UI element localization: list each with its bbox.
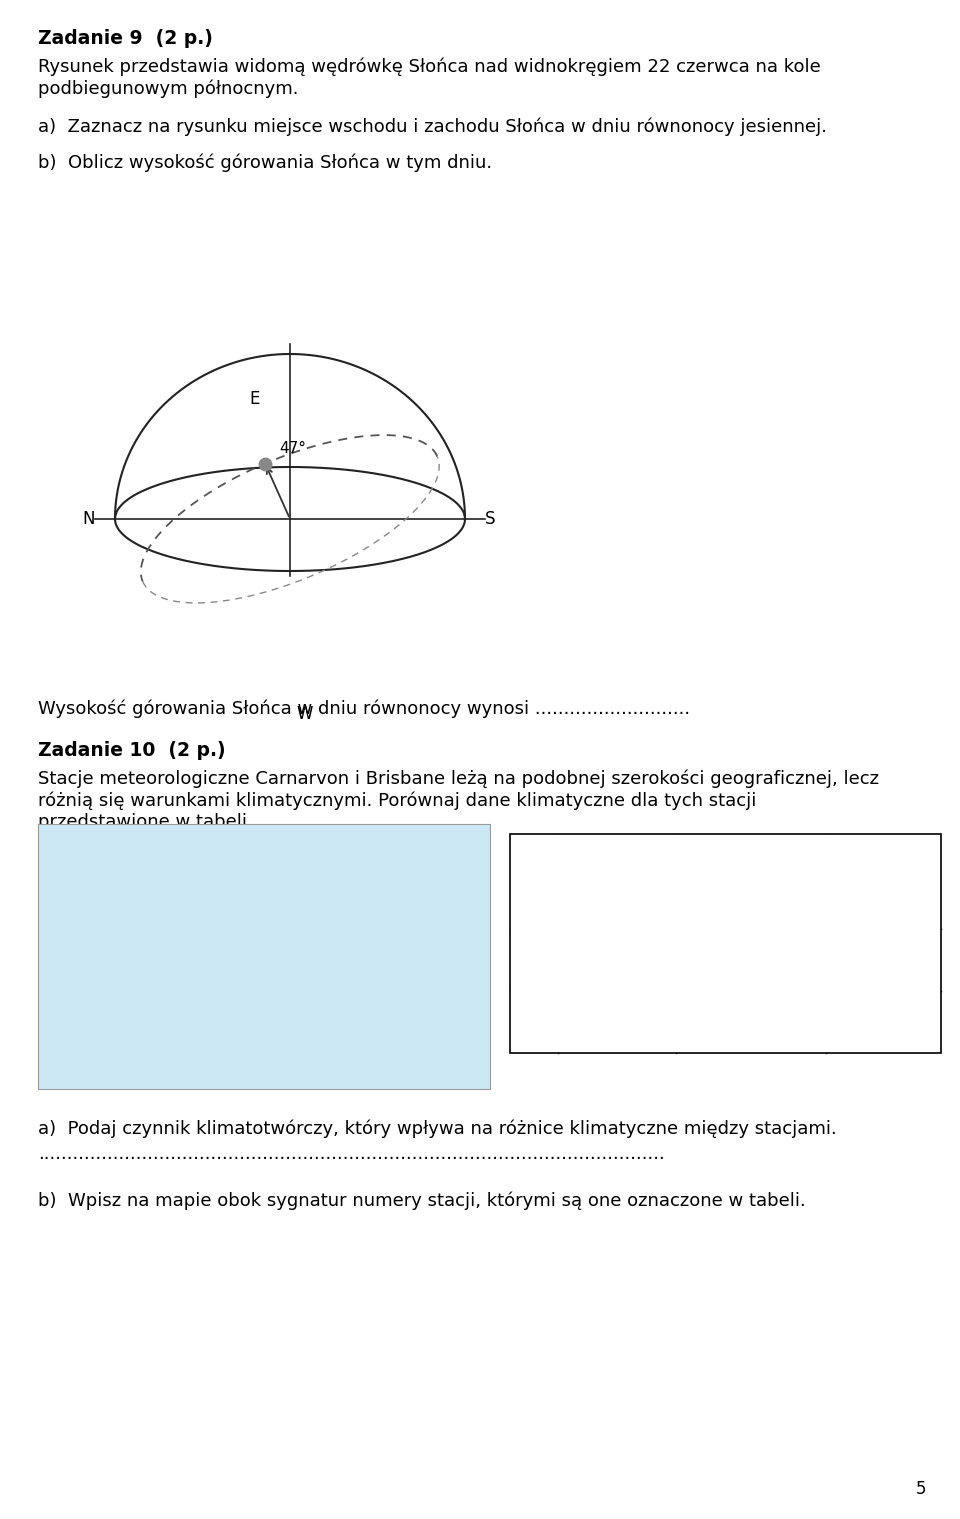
- Polygon shape: [374, 825, 419, 851]
- Text: a)  Zaznacz na rysunku miejsce wschodu i zachodu Słońca w dniu równonocy jesienn: a) Zaznacz na rysunku miejsce wschodu i …: [38, 117, 827, 135]
- Text: b)  Wpisz na mapie obok sygnatur numery stacji, którymi są one oznaczone w tabel: b) Wpisz na mapie obok sygnatur numery s…: [38, 1191, 805, 1209]
- Text: AUSTRALIA: AUSTRALIA: [66, 846, 123, 857]
- Text: Zadanie 10  (2 p.): Zadanie 10 (2 p.): [38, 741, 226, 760]
- Text: E: E: [250, 390, 260, 409]
- Text: a)  Podaj czynnik klimatotwórczy, który wpływa na różnice klimatyczne między sta: a) Podaj czynnik klimatotwórczy, który w…: [38, 1120, 837, 1138]
- Text: temperatura: temperatura: [689, 890, 813, 907]
- Text: W: W: [297, 705, 313, 723]
- Text: b)  Oblicz wysokość górowania Słońca w tym dniu.: b) Oblicz wysokość górowania Słońca w ty…: [38, 153, 492, 172]
- Text: Carnarvon: Carnarvon: [572, 951, 662, 969]
- Text: S: S: [485, 510, 495, 529]
- Text: Stacje meteorologiczne Carnarvon i Brisbane leżą na podobnej szerokości geografi: Stacje meteorologiczne Carnarvon i Brisb…: [38, 769, 879, 787]
- Text: Nazwa: Nazwa: [585, 864, 649, 883]
- Text: Roczna: Roczna: [849, 855, 919, 873]
- Text: przedstawione w tabeli.: przedstawione w tabeli.: [38, 813, 252, 831]
- Text: roczna: roczna: [718, 872, 783, 890]
- Text: 5: 5: [916, 1480, 926, 1498]
- Polygon shape: [53, 861, 474, 1074]
- Text: 20,5°C: 20,5°C: [721, 1013, 780, 1031]
- Text: stacji: stacji: [590, 881, 643, 899]
- Text: Brisbane: Brisbane: [579, 1013, 656, 1031]
- Text: opadów: opadów: [846, 889, 922, 908]
- Text: Średnia: Średnia: [713, 855, 789, 873]
- Text: 2: 2: [529, 1013, 540, 1031]
- Text: podbiegunowym północnym.: podbiegunowym północnym.: [38, 79, 299, 97]
- Text: Rysunek przedstawia widomą wędrówkę Słońca nad widnokręgiem 22 czerwca na kole: Rysunek przedstawia widomą wędrówkę Słoń…: [38, 58, 821, 76]
- Text: Nr: Nr: [522, 872, 545, 890]
- Text: różnią się warunkami klimatycznymi. Porównaj dane klimatyczne dla tych stacji: różnią się warunkami klimatycznymi. Poró…: [38, 791, 756, 810]
- Text: 268 mm: 268 mm: [847, 951, 920, 969]
- Text: 47°: 47°: [279, 441, 306, 456]
- Text: 1: 1: [529, 951, 540, 969]
- Text: 1020 mm: 1020 mm: [842, 1013, 925, 1031]
- Text: suma: suma: [857, 872, 910, 890]
- Text: Zadanie 9  (2 p.): Zadanie 9 (2 p.): [38, 29, 213, 49]
- Text: N: N: [83, 510, 95, 529]
- Text: Wysokość górowania Słońca w dniu równonocy wynosi ...........................: Wysokość górowania Słońca w dniu równono…: [38, 699, 690, 717]
- Text: ................................................................................: ........................................…: [38, 1145, 664, 1164]
- Text: 22 °C: 22 °C: [727, 951, 775, 969]
